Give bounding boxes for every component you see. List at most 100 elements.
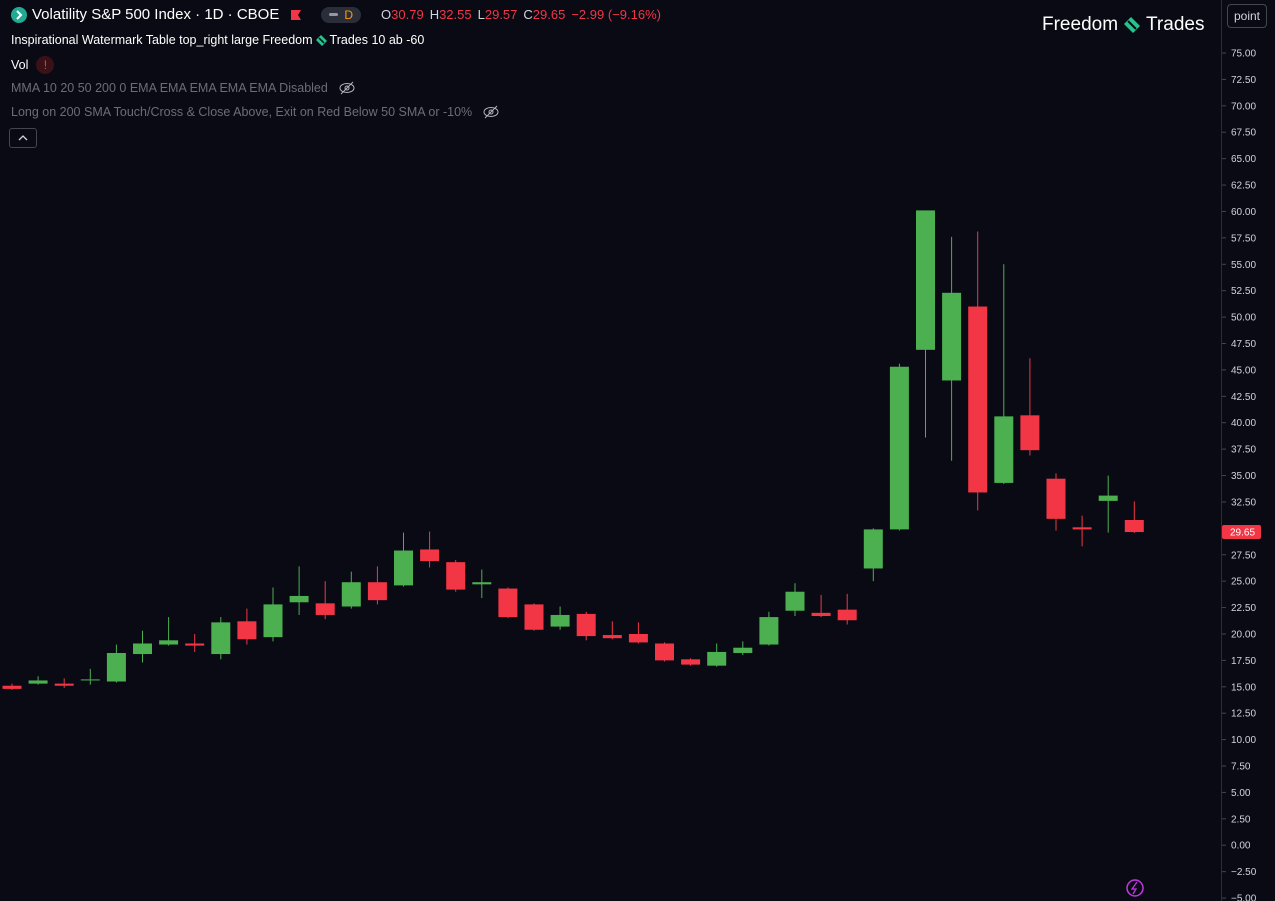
price-change: −2.99 (−9.16%) (571, 7, 661, 22)
candle-body (237, 621, 257, 640)
candle-body (994, 416, 1014, 483)
candle-body (28, 680, 48, 684)
y-tick-label: 32.50 (1231, 497, 1256, 508)
y-tick-label: 37.50 (1231, 445, 1256, 456)
y-tick-label: 7.50 (1231, 762, 1251, 773)
candle-body (498, 588, 518, 618)
indicator-watermark-b: Trades 10 ab -60 (329, 33, 425, 47)
indicator-vol[interactable]: Vol ! (11, 56, 55, 74)
candle-body (1046, 478, 1066, 519)
ohlc-values: O30.79 H32.55 L29.57 C29.65 (381, 7, 571, 22)
indicator-watermark-a: Inspirational Watermark Table top_right … (11, 33, 313, 47)
candle-body (315, 603, 335, 615)
y-tick-label: 72.50 (1231, 75, 1256, 86)
candle-body (1020, 415, 1040, 451)
y-tick-label: 75.00 (1231, 49, 1256, 60)
candle-body (759, 617, 779, 645)
market-status-text: D (344, 7, 354, 22)
candle-body (1124, 520, 1144, 533)
scale-button[interactable]: point (1227, 4, 1267, 28)
ohlc-value: 29.65 (532, 7, 566, 22)
y-tick-label: 55.00 (1231, 260, 1256, 271)
y-tick-label: 62.50 (1231, 181, 1256, 192)
y-tick-label: 12.50 (1231, 709, 1256, 720)
candle-body (524, 604, 544, 630)
y-tick-label: 27.50 (1231, 550, 1256, 561)
candle-body (80, 679, 100, 681)
candle-body (655, 643, 674, 661)
candle-body (681, 659, 701, 665)
y-tick-label: 67.50 (1231, 128, 1256, 139)
collapse-button[interactable] (9, 128, 37, 148)
candle-body (942, 292, 962, 381)
watermark: Freedom Trades (1042, 14, 1204, 36)
y-tick-label: 22.50 (1231, 603, 1256, 614)
candle-body (211, 622, 231, 655)
y-tick-label: 0.00 (1231, 841, 1251, 852)
candle-body (420, 549, 440, 562)
y-tick-label: 57.50 (1231, 233, 1256, 244)
legend-main: Volatility S&P 500 Index · 1D · CBOE D O… (11, 6, 661, 23)
y-tick-label: 47.50 (1231, 339, 1256, 350)
candle-body (1072, 527, 1092, 530)
hidden-icon[interactable] (482, 105, 500, 119)
y-tick-label: 10.00 (1231, 735, 1256, 746)
candle-body (54, 683, 74, 686)
candle-body (367, 582, 387, 601)
symbol-title[interactable]: Volatility S&P 500 Index · 1D · CBOE (32, 6, 280, 23)
y-tick-label: 52.50 (1231, 286, 1256, 297)
last-price-box (1222, 525, 1261, 540)
candle-body (733, 647, 753, 653)
candle-body (133, 643, 152, 655)
candle-body (550, 614, 570, 627)
y-tick-label: 40.00 (1231, 418, 1256, 429)
candle-body (185, 643, 205, 646)
candle-body (863, 529, 883, 569)
flag-icon[interactable] (289, 8, 303, 22)
indicator-watermark[interactable]: Inspirational Watermark Table top_right … (11, 33, 424, 47)
candle-body (1098, 495, 1118, 501)
candle-body (837, 609, 857, 621)
candle-body (628, 633, 648, 643)
indicator-mma[interactable]: MMA 10 20 50 200 0 EMA EMA EMA EMA EMA D… (11, 81, 356, 95)
candle-body (263, 604, 283, 638)
y-tick-label: 60.00 (1231, 207, 1256, 218)
last-price-label: 29.65 (1230, 528, 1255, 539)
candle-body (916, 210, 935, 350)
ohlc-key: O (381, 7, 392, 22)
chevron-up (18, 135, 28, 141)
y-tick-label: 65.00 (1231, 154, 1256, 165)
vol-alert[interactable]: ! (36, 56, 55, 74)
candle-body (159, 640, 179, 645)
watermark-icon (1124, 17, 1141, 33)
hidden-icon[interactable] (338, 81, 356, 95)
candle-body (576, 613, 596, 637)
candle-body (785, 591, 805, 611)
symbol-logo (11, 6, 27, 23)
y-tick-label: 25.00 (1231, 577, 1256, 588)
y-tick-label: 2.50 (1231, 814, 1251, 825)
lightning-icon[interactable] (1126, 879, 1144, 897)
ohlc-value: 30.79 (391, 7, 424, 22)
candle-body (2, 685, 22, 689)
candle-body (968, 306, 988, 493)
candle-body (707, 651, 727, 666)
candle-body (394, 550, 413, 586)
y-tick-label: 42.50 (1231, 392, 1256, 403)
y-tick-label: −2.50 (1231, 867, 1257, 878)
y-tick-label: 20.00 (1231, 629, 1256, 640)
y-tick-label: 35.00 (1231, 471, 1256, 482)
candle-body (602, 635, 622, 639)
ohlc-value: 32.55 (439, 7, 472, 22)
candle-body (106, 652, 126, 682)
candle-body (341, 582, 361, 607)
strategy-label: Long on 200 SMA Touch/Cross & Close Abov… (11, 105, 473, 119)
candle-body (889, 366, 909, 530)
ohlc-key: L (477, 7, 485, 22)
indicator-strategy[interactable]: Long on 200 SMA Touch/Cross & Close Abov… (11, 105, 500, 119)
y-tick-label: 5.00 (1231, 788, 1251, 799)
mma-label: MMA 10 20 50 200 0 EMA EMA EMA EMA EMA D… (11, 81, 328, 95)
market-status[interactable]: D (321, 6, 362, 23)
